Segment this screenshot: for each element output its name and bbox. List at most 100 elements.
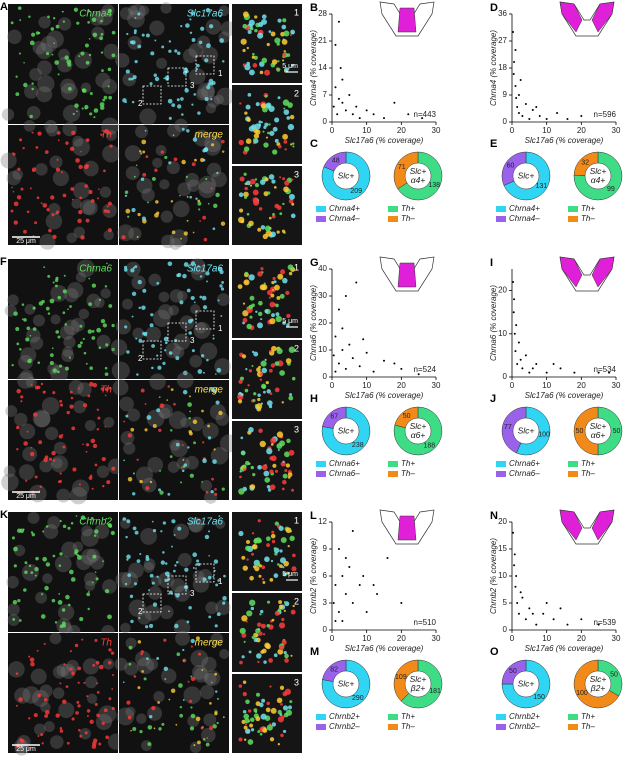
- signal: [87, 607, 90, 611]
- cell: [63, 336, 76, 349]
- signal: [239, 660, 243, 665]
- value-label: 82: [330, 667, 338, 674]
- signal: [259, 613, 262, 616]
- signal: [180, 24, 183, 28]
- signal: [168, 590, 173, 595]
- signal: [271, 288, 274, 291]
- signal: [142, 172, 147, 177]
- cell: [169, 289, 184, 303]
- signal: [273, 280, 277, 284]
- signal: [16, 195, 22, 200]
- signal: [127, 715, 132, 720]
- signal: [61, 608, 66, 612]
- signal: [257, 660, 260, 664]
- signal: [100, 32, 104, 36]
- signal: [57, 335, 61, 339]
- signal: [124, 190, 129, 194]
- cell: [177, 290, 188, 302]
- signal: [85, 362, 88, 365]
- signal: [193, 93, 197, 96]
- signal: [282, 729, 287, 734]
- signal: [108, 95, 113, 100]
- cell: [116, 707, 135, 726]
- signal: [43, 266, 46, 269]
- signal: [270, 533, 276, 539]
- data-point: [344, 109, 347, 112]
- schematic-region: [559, 256, 583, 288]
- data-point: [351, 113, 354, 116]
- data-point: [545, 602, 548, 604]
- signal: [184, 567, 189, 572]
- signal: [31, 167, 37, 172]
- signal: [276, 67, 281, 72]
- signal: [46, 208, 50, 212]
- signal: [221, 150, 225, 153]
- signal: [280, 537, 287, 544]
- cell: [18, 354, 33, 370]
- legend-label: Th–: [581, 722, 595, 731]
- signal: [141, 139, 147, 145]
- y-tick-label: 5: [503, 598, 508, 607]
- signal: [282, 52, 287, 57]
- data-point: [513, 553, 516, 556]
- signal: [41, 593, 44, 596]
- signal: [88, 277, 91, 280]
- legend-label: Th–: [401, 214, 415, 223]
- cell: [155, 145, 167, 156]
- y-tick-label: 30: [318, 291, 327, 300]
- signal: [77, 343, 82, 349]
- cell: [214, 358, 231, 375]
- signal: [23, 588, 27, 592]
- signal: [190, 676, 196, 682]
- signal: [45, 562, 51, 567]
- cell: [144, 604, 161, 622]
- signal: [244, 111, 248, 115]
- signal: [270, 437, 277, 444]
- signal: [253, 128, 259, 134]
- signal: [123, 459, 125, 462]
- signal: [97, 416, 101, 420]
- signal: [70, 522, 74, 525]
- data-point: [517, 94, 520, 96]
- signal: [65, 685, 69, 688]
- signal: [100, 19, 103, 23]
- roi-box: [195, 310, 215, 330]
- signal: [160, 560, 165, 565]
- signal: [69, 404, 74, 409]
- signal: [189, 395, 191, 398]
- signal: [292, 145, 295, 148]
- signal: [186, 288, 191, 293]
- y-tick-label: 20: [318, 318, 327, 327]
- roi-box: [195, 55, 215, 75]
- signal: [240, 219, 245, 224]
- data-point: [552, 363, 555, 366]
- micrograph-tile: [0, 117, 120, 250]
- cell: [39, 233, 56, 250]
- signal: [151, 366, 154, 370]
- signal: [42, 530, 45, 533]
- value-label: 48: [332, 157, 340, 164]
- cell: [172, 200, 190, 218]
- signal: [62, 193, 67, 198]
- signal: [202, 215, 207, 220]
- cell: [20, 369, 34, 383]
- signal: [80, 150, 82, 153]
- signal: [80, 341, 83, 345]
- micrograph-tile: [110, 258, 231, 380]
- signal: [68, 356, 71, 359]
- signal: [131, 207, 136, 213]
- signal: [242, 565, 248, 571]
- signal: [108, 304, 113, 308]
- roi-label: 2: [138, 99, 143, 108]
- scale-bar-label: 5 μm: [282, 63, 298, 70]
- signal: [104, 394, 107, 397]
- signal: [265, 536, 271, 542]
- cell: [193, 129, 211, 147]
- signal: [67, 308, 69, 310]
- signal: [282, 133, 288, 140]
- value-label: 181: [429, 688, 441, 695]
- signal: [80, 235, 85, 240]
- signal: [283, 50, 286, 53]
- signal: [139, 150, 142, 153]
- cell: [36, 86, 53, 103]
